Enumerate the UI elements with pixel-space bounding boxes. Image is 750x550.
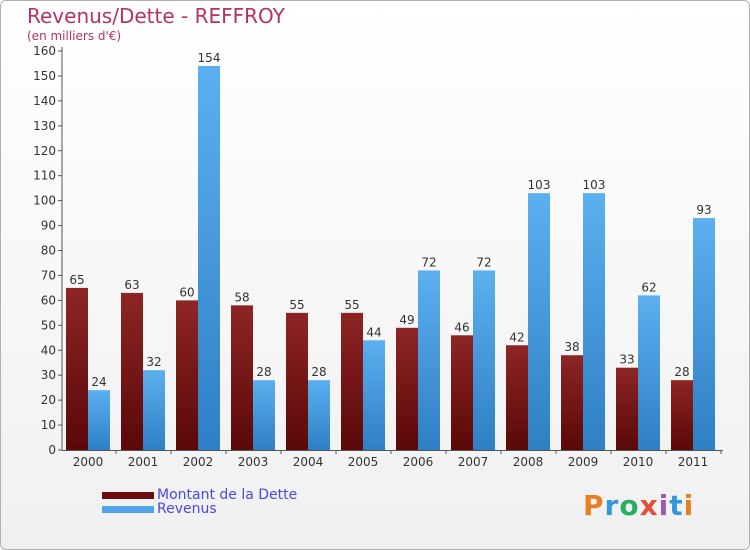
y-tick-label: 60 bbox=[41, 293, 56, 307]
x-tick-label: 2008 bbox=[513, 455, 544, 469]
x-tick-label: 2004 bbox=[293, 455, 324, 469]
logo-letter: x bbox=[639, 489, 659, 522]
data-label-revenue: 93 bbox=[696, 203, 711, 217]
logo-letter: i bbox=[658, 489, 670, 522]
bar-revenue bbox=[473, 270, 495, 450]
legend-item-revenue: Revenus bbox=[102, 501, 217, 517]
y-tick-label: 40 bbox=[41, 343, 56, 357]
bar-debt bbox=[286, 312, 308, 450]
legend-swatch-debt bbox=[102, 491, 154, 499]
data-label-revenue: 44 bbox=[366, 325, 381, 339]
data-label-debt: 49 bbox=[399, 313, 414, 327]
data-label-revenue: 28 bbox=[311, 365, 326, 379]
bar-debt bbox=[396, 327, 418, 450]
legend-label-revenue: Revenus bbox=[157, 501, 217, 517]
x-tick-label: 2001 bbox=[128, 455, 159, 469]
x-tick-label: 2010 bbox=[623, 455, 654, 469]
data-label-revenue: 62 bbox=[641, 280, 656, 294]
logo-letter: i bbox=[683, 489, 695, 522]
bar-revenue bbox=[583, 193, 605, 451]
x-tick-label: 2006 bbox=[403, 455, 434, 469]
bar-revenue bbox=[418, 270, 440, 450]
bar-debt bbox=[671, 380, 693, 450]
bar-debt bbox=[506, 345, 528, 450]
x-tick-label: 2007 bbox=[458, 455, 489, 469]
bar-debt bbox=[561, 355, 583, 450]
data-label-debt: 55 bbox=[289, 298, 304, 312]
data-label-revenue: 24 bbox=[91, 375, 106, 389]
bar-revenue bbox=[143, 370, 165, 450]
y-tick-label: 0 bbox=[48, 443, 56, 457]
data-label-revenue: 72 bbox=[476, 255, 491, 269]
legend-label-debt: Montant de la Dette bbox=[157, 487, 298, 503]
bar-debt bbox=[451, 335, 473, 450]
chart-title: Revenus/Dette - REFFROY bbox=[27, 4, 285, 28]
data-label-debt: 33 bbox=[619, 353, 634, 367]
x-tick-label: 2002 bbox=[183, 455, 214, 469]
bar-debt bbox=[616, 367, 638, 450]
bar-revenue bbox=[308, 380, 330, 450]
data-label-debt: 63 bbox=[124, 278, 139, 292]
data-label-debt: 28 bbox=[674, 365, 689, 379]
value-labels: 65 24 63 32 60 154 58 28 55 28 55 44 49 72 46 72 42 103 38… bbox=[69, 51, 711, 389]
bar-revenue bbox=[253, 380, 275, 450]
data-label-debt: 46 bbox=[454, 320, 469, 334]
data-label-debt: 60 bbox=[179, 285, 194, 299]
proxiti-logo: Proxiti bbox=[583, 489, 694, 522]
x-tick-label: 2005 bbox=[348, 455, 379, 469]
data-label-revenue: 103 bbox=[583, 178, 606, 192]
data-label-debt: 65 bbox=[69, 273, 84, 287]
bar-debt bbox=[176, 300, 198, 450]
y-tick-label: 160 bbox=[33, 44, 56, 58]
bar-revenue bbox=[198, 65, 220, 451]
y-tick-label: 90 bbox=[41, 219, 56, 233]
legend-item-debt: Montant de la Dette bbox=[102, 487, 297, 503]
x-tick-label: 2003 bbox=[238, 455, 269, 469]
logo-letter: o bbox=[619, 489, 640, 522]
bar-revenue bbox=[693, 218, 715, 450]
y-tick-label: 110 bbox=[33, 169, 56, 183]
axes: 0 10 20 30 40 50 60 70 80 90 100 110 120 130 140 150 160… bbox=[33, 44, 723, 469]
x-tick-label: 2011 bbox=[678, 455, 709, 469]
x-tick-label: 2000 bbox=[73, 455, 104, 469]
y-tick-label: 70 bbox=[41, 268, 56, 282]
data-label-revenue: 103 bbox=[528, 178, 551, 192]
data-label-revenue: 28 bbox=[256, 365, 271, 379]
y-tick-label: 120 bbox=[33, 144, 56, 158]
bar-revenue bbox=[88, 390, 110, 450]
data-label-debt: 38 bbox=[564, 340, 579, 354]
y-tick-label: 30 bbox=[41, 368, 56, 382]
bar-debt bbox=[231, 305, 253, 450]
logo-letter: t bbox=[669, 489, 684, 522]
bar-revenue bbox=[363, 340, 385, 450]
chart-subtitle: (en milliers d'€) bbox=[27, 29, 122, 43]
bar-debt bbox=[121, 292, 143, 450]
x-tick-label: 2009 bbox=[568, 455, 599, 469]
y-tick-label: 20 bbox=[41, 393, 56, 407]
data-label-debt: 58 bbox=[234, 290, 249, 304]
data-label-revenue: 32 bbox=[146, 355, 161, 369]
bar-debt bbox=[66, 287, 88, 450]
y-tick-label: 130 bbox=[33, 119, 56, 133]
data-label-debt: 42 bbox=[509, 330, 524, 344]
logo-letter: P bbox=[583, 489, 605, 522]
logo-letter: r bbox=[604, 489, 620, 522]
y-tick-label: 150 bbox=[33, 69, 56, 83]
data-label-revenue: 154 bbox=[198, 51, 221, 65]
data-label-debt: 55 bbox=[344, 298, 359, 312]
y-tick-label: 10 bbox=[41, 418, 56, 432]
legend-swatch-revenue bbox=[102, 505, 154, 513]
bar-revenue bbox=[638, 295, 660, 450]
bars bbox=[66, 65, 715, 451]
y-tick-label: 50 bbox=[41, 318, 56, 332]
y-tick-label: 100 bbox=[33, 194, 56, 208]
bar-revenue bbox=[528, 193, 550, 451]
y-tick-label: 80 bbox=[41, 244, 56, 258]
bar-debt bbox=[341, 312, 363, 450]
y-tick-label: 140 bbox=[33, 94, 56, 108]
data-label-revenue: 72 bbox=[421, 255, 436, 269]
